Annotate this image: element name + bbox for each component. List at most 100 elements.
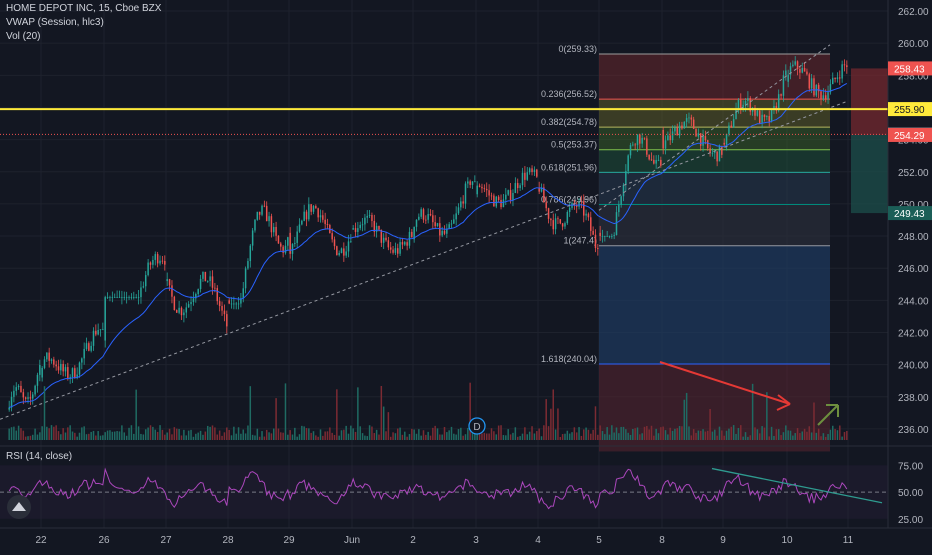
candle-body <box>74 368 76 378</box>
volume-bar <box>467 427 469 440</box>
time-tick-label: Jun <box>344 535 360 546</box>
volume-bar <box>450 426 453 440</box>
volume-bar <box>432 427 434 440</box>
candle-body <box>159 260 161 264</box>
candle-body <box>247 261 249 269</box>
candle-body <box>634 144 636 146</box>
candle-body <box>683 121 686 129</box>
volume-bar <box>43 386 46 440</box>
volume-bar <box>284 383 287 440</box>
candle-body <box>721 145 723 155</box>
candle-body <box>357 228 359 232</box>
volume-bar <box>13 426 15 440</box>
candle-body <box>39 365 41 375</box>
candle-body <box>350 241 352 243</box>
volume-bar <box>382 406 385 440</box>
volume-bar <box>118 431 121 440</box>
candle-body <box>728 125 730 134</box>
vwap-legend[interactable]: VWAP (Session, hlc3) <box>6 17 104 28</box>
volume-bar <box>697 430 700 440</box>
candle-body <box>185 307 188 313</box>
volume-bar <box>573 427 576 440</box>
candle-body <box>394 248 397 253</box>
volume-bar <box>664 430 667 440</box>
volume-bar <box>154 429 157 440</box>
candle-body <box>195 293 197 299</box>
rsi-legend[interactable]: RSI (14, close) <box>6 451 73 462</box>
volume-bar <box>695 432 697 440</box>
volume-bar <box>228 429 230 440</box>
candle-body <box>116 297 118 298</box>
candle-body <box>50 359 53 361</box>
volume-bar <box>803 428 806 440</box>
volume-bar <box>773 435 775 440</box>
volume-bar <box>273 428 275 440</box>
volume-legend[interactable]: Vol (20) <box>6 31 41 42</box>
candle-body <box>265 205 268 222</box>
time-tick-label: 27 <box>160 535 172 546</box>
candle-body <box>469 181 471 185</box>
volume-bar <box>439 434 441 440</box>
volume-bar <box>251 434 254 440</box>
volume-bar <box>199 430 202 440</box>
volume-bar <box>843 432 846 440</box>
volume-bar <box>583 429 585 440</box>
volume-bar <box>326 431 329 440</box>
candle-body <box>839 77 841 79</box>
volume-bar <box>420 435 422 440</box>
candle-body <box>382 237 385 243</box>
volume-bar <box>275 398 277 440</box>
volume-bar <box>721 430 723 440</box>
candle-body <box>799 69 801 73</box>
candle-body <box>439 223 441 236</box>
candle-body <box>315 206 317 209</box>
volume-bar <box>359 426 361 440</box>
trend-line-fib <box>598 44 831 211</box>
candle-body <box>308 204 310 220</box>
volume-bar <box>312 431 315 440</box>
volume-bar <box>587 429 590 440</box>
candle-body <box>836 77 839 80</box>
volume-bar <box>526 434 529 440</box>
volume-bar <box>657 433 660 440</box>
candle-body <box>226 314 228 327</box>
candle-body <box>202 271 204 279</box>
candle-body <box>312 206 315 212</box>
candle-body <box>298 224 301 232</box>
candle-body <box>389 247 392 250</box>
volume-bar <box>483 432 486 440</box>
candle-body <box>199 278 202 290</box>
candle-body <box>754 107 756 116</box>
volume-bar <box>254 435 256 440</box>
candle-body <box>375 225 378 232</box>
volume-bar <box>397 428 399 440</box>
candle-body <box>29 397 32 399</box>
volume-bar <box>296 436 298 440</box>
candle-body <box>806 71 808 75</box>
volume-bar <box>568 433 571 440</box>
candle-body <box>613 235 615 237</box>
candle-body <box>794 61 796 65</box>
volume-bar <box>519 436 521 440</box>
fib-zone-0382 <box>599 127 830 150</box>
symbol-legend[interactable]: HOME DEPOT INC, 15, Cboe BZX <box>6 3 162 14</box>
volume-bar <box>505 435 507 440</box>
candle-body <box>294 242 296 244</box>
candle-body <box>664 140 667 149</box>
volume-bar <box>404 431 406 440</box>
volume-bar <box>692 429 695 440</box>
volume-bar <box>453 433 455 440</box>
volume-bar <box>521 433 524 440</box>
candle-body <box>481 186 483 189</box>
candle-body <box>406 242 408 246</box>
volume-bar <box>792 435 794 440</box>
volume-bar <box>123 432 126 440</box>
volume-bar <box>592 429 594 440</box>
candle-body <box>83 348 85 359</box>
volume-bar <box>76 436 78 440</box>
volume-bar <box>777 429 780 440</box>
volume-bar <box>575 432 578 440</box>
candle-body <box>62 363 64 372</box>
